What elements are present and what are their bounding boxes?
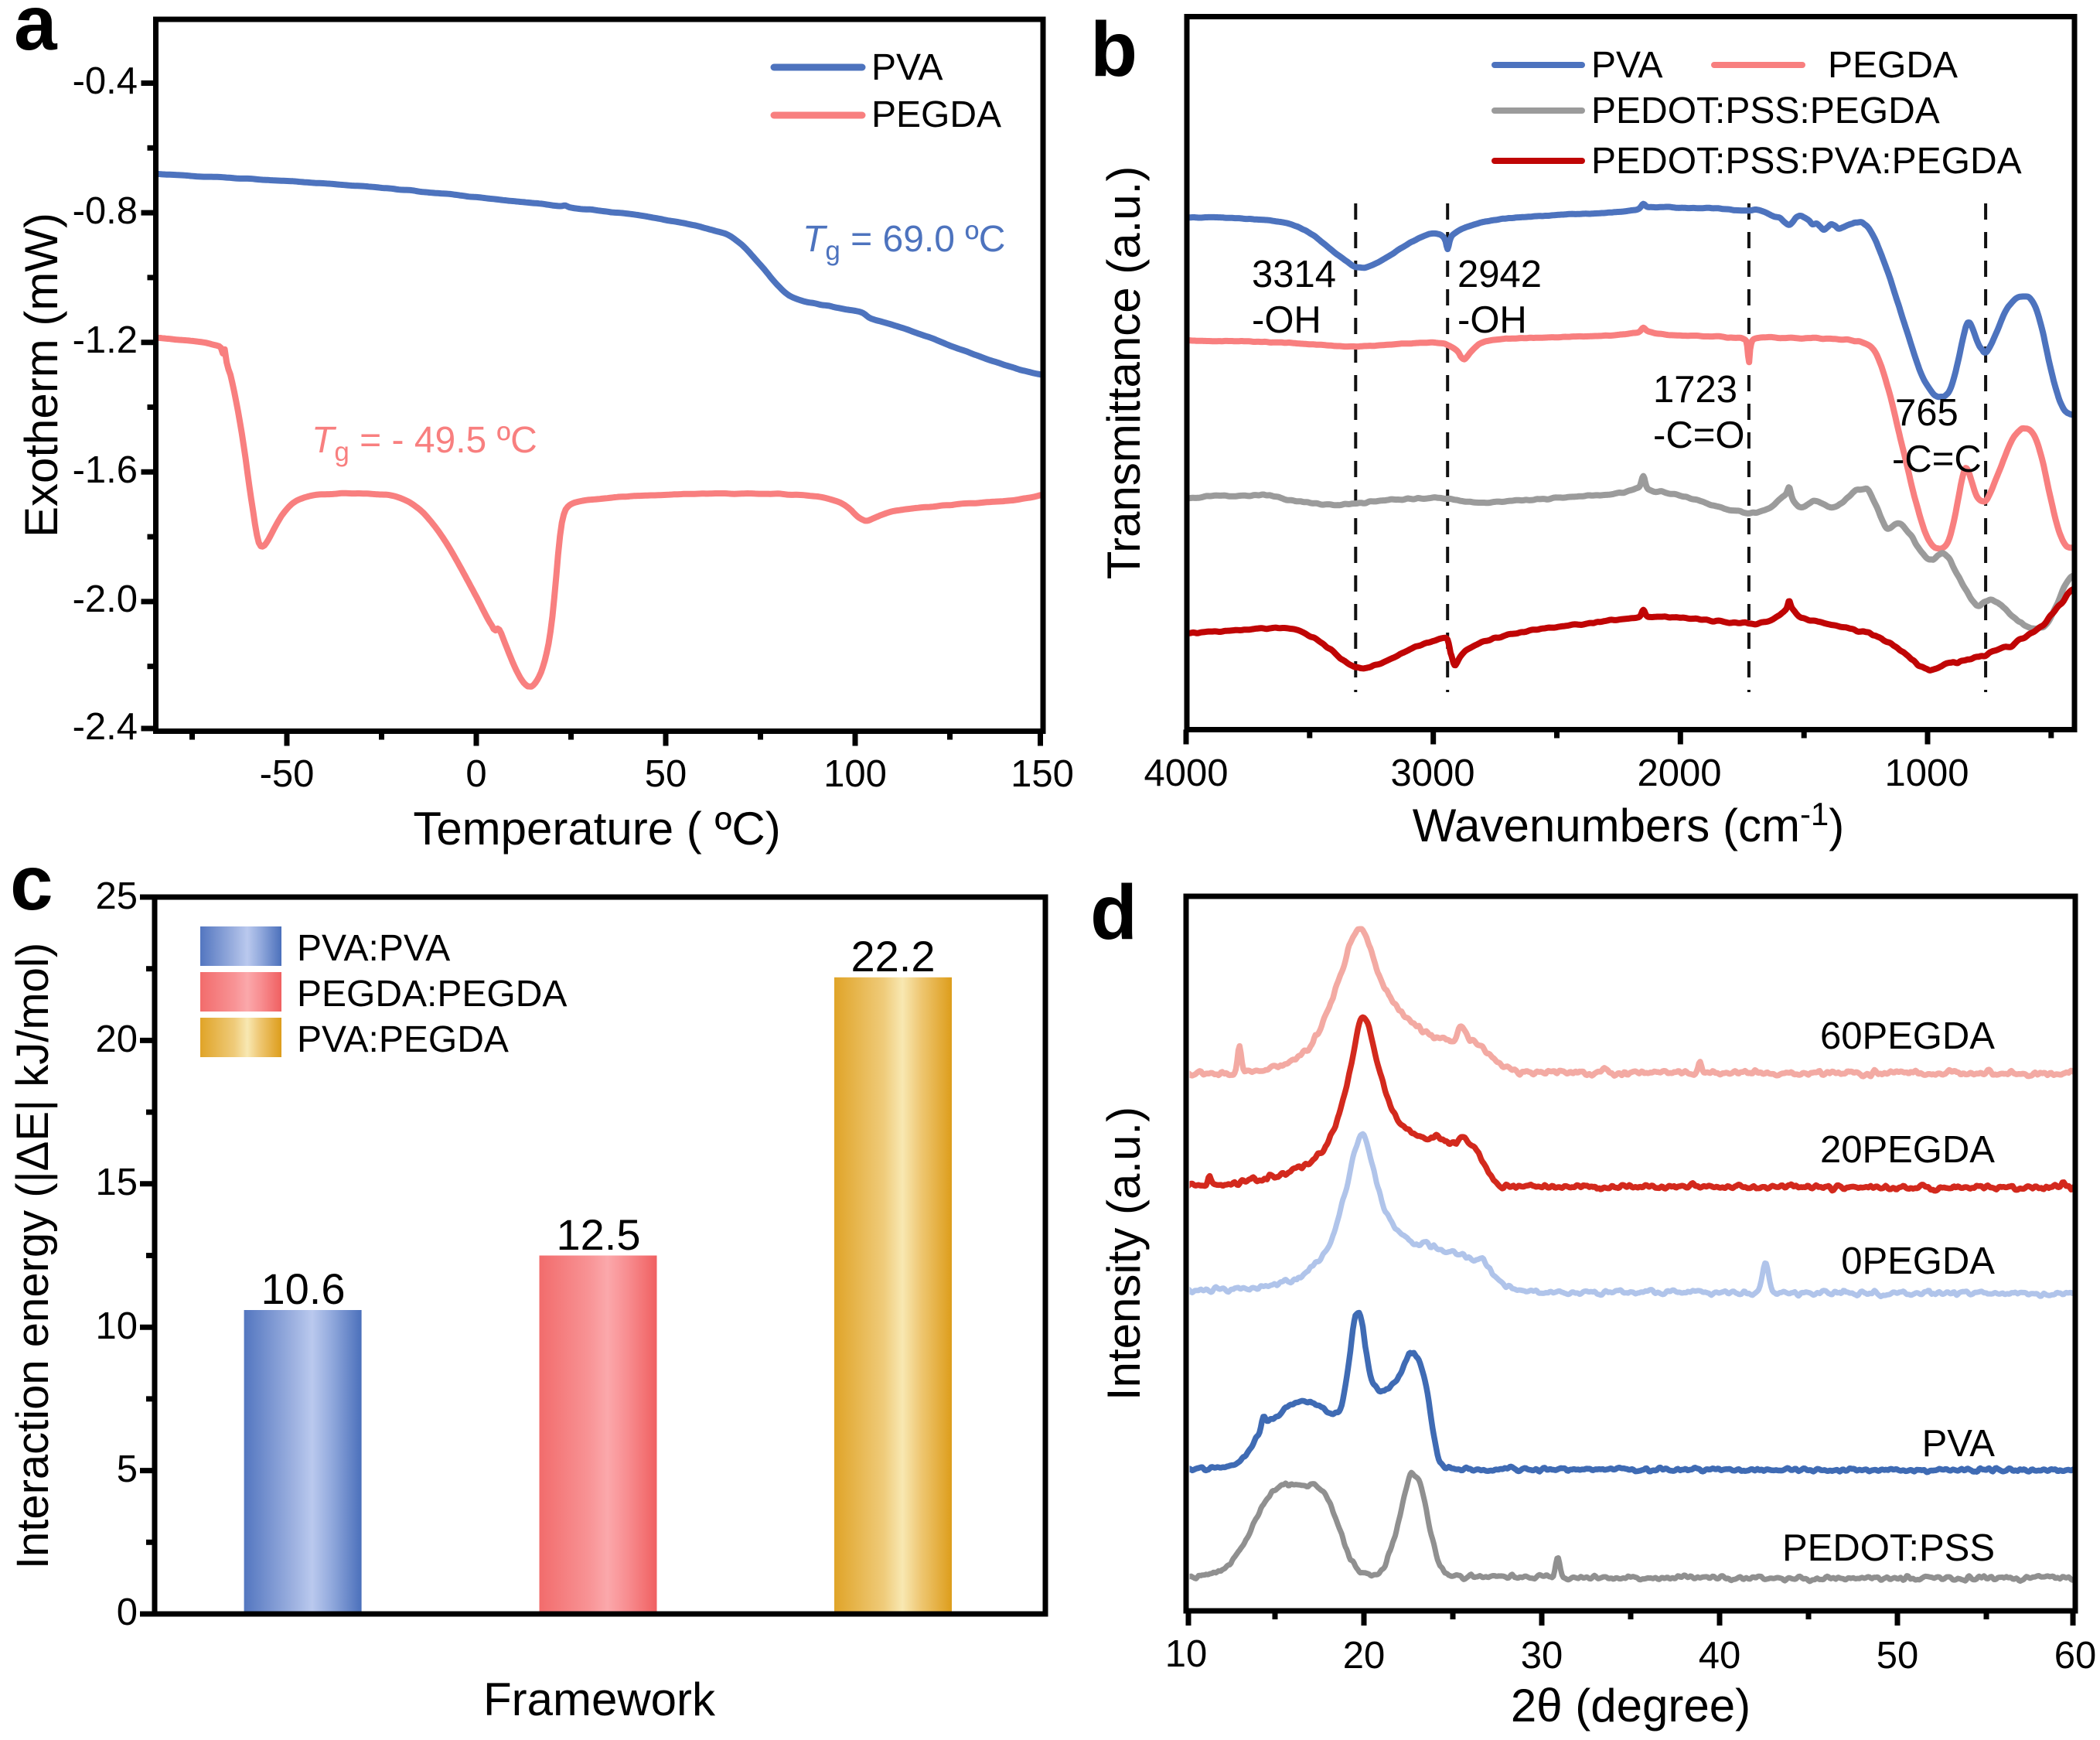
svg-text:20PEGDA: 20PEGDA <box>1820 1129 1995 1171</box>
svg-text:50: 50 <box>645 753 687 795</box>
svg-text:PEGDA: PEGDA <box>871 94 1001 135</box>
svg-text:10: 10 <box>1165 1633 1208 1675</box>
svg-text:Exotherm (mW): Exotherm (mW) <box>15 213 67 537</box>
svg-text:60: 60 <box>2054 1635 2097 1677</box>
svg-text:-50: -50 <box>260 753 315 795</box>
svg-text:40: 40 <box>1699 1635 1741 1677</box>
svg-text:-0.4: -0.4 <box>73 60 138 102</box>
svg-text:PVA: PVA <box>1591 45 1662 86</box>
svg-text:0: 0 <box>465 753 486 795</box>
svg-text:10.6: 10.6 <box>261 1264 346 1313</box>
svg-text:-2.0: -2.0 <box>73 578 138 620</box>
svg-text:Temperature ( ºC): Temperature ( ºC) <box>413 803 780 855</box>
svg-text:-C=C: -C=C <box>1892 438 1982 480</box>
svg-text:0PEGDA: 0PEGDA <box>1841 1240 1995 1282</box>
svg-text:PEDOT:PSS: PEDOT:PSS <box>1782 1527 1995 1569</box>
svg-text:100: 100 <box>823 753 887 795</box>
svg-text:-1.6: -1.6 <box>73 449 138 491</box>
svg-text:PEDOT:PSS:PEGDA: PEDOT:PSS:PEGDA <box>1591 90 1940 131</box>
svg-text:-1.2: -1.2 <box>73 319 138 361</box>
svg-text:PVA: PVA <box>1922 1423 1996 1465</box>
svg-text:3314: 3314 <box>1252 254 1336 295</box>
svg-text:2000: 2000 <box>1637 752 1721 794</box>
svg-text:10: 10 <box>95 1305 138 1347</box>
svg-text:Tg = - 49.5 ºC: Tg = - 49.5 ºC <box>312 420 537 467</box>
svg-text:Interaction energy (|ΔE| kJ/mo: Interaction energy (|ΔE| kJ/mol) <box>8 943 58 1569</box>
svg-text:22.2: 22.2 <box>851 932 936 981</box>
svg-text:PVA:PVA: PVA:PVA <box>297 928 450 969</box>
svg-text:0: 0 <box>117 1592 138 1633</box>
svg-text:c: c <box>10 840 53 926</box>
svg-text:4000: 4000 <box>1144 752 1228 794</box>
svg-text:Intensity (a.u.): Intensity (a.u.) <box>1098 1107 1150 1401</box>
svg-text:150: 150 <box>1011 753 1074 795</box>
svg-text:Wavenumbers (cm-1): Wavenumbers (cm-1) <box>1413 796 1845 851</box>
svg-text:5: 5 <box>117 1448 138 1490</box>
svg-text:-OH: -OH <box>1457 299 1527 341</box>
svg-text:-C=O: -C=O <box>1653 415 1744 456</box>
svg-text:-0.8: -0.8 <box>73 190 138 232</box>
svg-text:15: 15 <box>95 1162 138 1203</box>
svg-text:a: a <box>14 0 58 67</box>
svg-text:50: 50 <box>1877 1635 1919 1677</box>
svg-text:Transmittance (a.u.): Transmittance (a.u.) <box>1098 166 1150 580</box>
svg-text:-OH: -OH <box>1252 299 1321 341</box>
svg-text:Framework: Framework <box>483 1673 716 1725</box>
svg-text:PEGDA:PEGDA: PEGDA:PEGDA <box>297 974 567 1015</box>
svg-text:3000: 3000 <box>1390 752 1474 794</box>
svg-text:60PEGDA: 60PEGDA <box>1820 1015 1995 1057</box>
svg-text:PEDOT:PSS:PVA:PEGDA: PEDOT:PSS:PVA:PEGDA <box>1591 141 2022 182</box>
svg-text:2942: 2942 <box>1457 254 1542 295</box>
svg-text:25: 25 <box>95 875 138 917</box>
svg-text:Tg = 69.0 ºC: Tg = 69.0 ºC <box>803 219 1005 266</box>
svg-text:2θ (degree): 2θ (degree) <box>1511 1680 1751 1731</box>
svg-text:20: 20 <box>1343 1635 1386 1677</box>
svg-text:20: 20 <box>95 1018 138 1060</box>
svg-text:30: 30 <box>1521 1635 1563 1677</box>
svg-text:12.5: 12.5 <box>557 1210 641 1259</box>
svg-text:-2.4: -2.4 <box>73 706 138 748</box>
svg-text:1723: 1723 <box>1653 369 1737 411</box>
svg-text:b: b <box>1090 6 1137 93</box>
svg-text:PVA:PEGDA: PVA:PEGDA <box>297 1019 509 1060</box>
svg-text:765: 765 <box>1895 392 1959 434</box>
svg-text:PEGDA: PEGDA <box>1828 45 1958 86</box>
svg-text:1000: 1000 <box>1884 752 1969 794</box>
svg-text:PVA: PVA <box>871 47 943 88</box>
svg-text:d: d <box>1090 869 1137 956</box>
